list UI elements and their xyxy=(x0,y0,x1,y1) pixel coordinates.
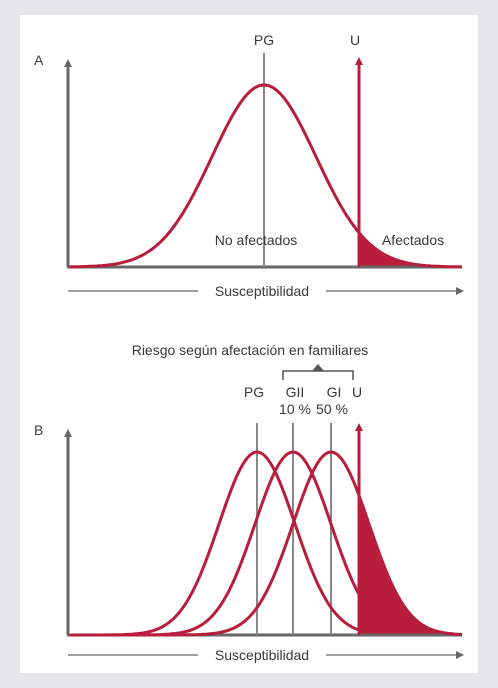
panel-a-population-label: PG xyxy=(254,32,274,48)
panel-a-affected-area xyxy=(359,233,462,267)
panel-a-axis-label: Susceptibilidad xyxy=(215,283,309,299)
panel-b-bracket-title: Riesgo según afectación en familiares xyxy=(132,342,369,358)
panel-b-population-curve xyxy=(70,450,361,637)
liability-threshold-diagram: A PG U No afectados Afectados Susceptibi… xyxy=(34,32,464,663)
panel-b-letter: B xyxy=(34,422,43,438)
panel-b-gi-label: GI xyxy=(327,384,342,400)
panel-a-letter: A xyxy=(34,52,44,68)
panel-b-gii-label: GII xyxy=(286,384,305,400)
panel-b-bracket xyxy=(282,370,354,380)
figure-panel: A PG U No afectados Afectados Susceptibi… xyxy=(20,15,478,673)
panel-b-population-label: PG xyxy=(244,384,264,400)
panel-a-distribution-curve xyxy=(70,83,462,269)
panel-b-gii-percent: 10 % xyxy=(279,401,311,417)
panel-b-gii-curve xyxy=(70,450,362,637)
panel-b-bracket-pointer xyxy=(312,364,324,371)
panel-b-gi-percent: 50 % xyxy=(316,401,348,417)
panel-b-affected-area xyxy=(359,498,462,635)
panel-b-gi-curve xyxy=(70,450,463,637)
panel-a-threshold-label: U xyxy=(350,32,360,48)
panel-a-unaffected-label: No afectados xyxy=(215,232,298,248)
panel-b-threshold-label: U xyxy=(352,384,362,400)
panel-a-affected-label: Afectados xyxy=(382,232,444,248)
panel-b-axis-label: Susceptibilidad xyxy=(215,647,309,663)
